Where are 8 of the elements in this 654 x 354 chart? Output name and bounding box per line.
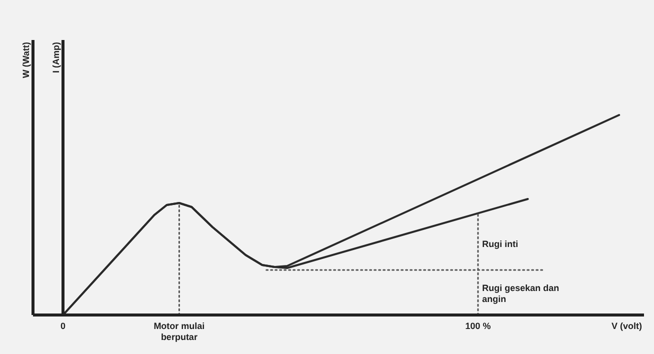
annotation: Rugi gesekan dan angin: [482, 283, 560, 304]
x-tick-label: Motor mulai berputar: [154, 321, 205, 342]
x-tick-label: 0: [60, 321, 66, 331]
x-axis-title: V (volt): [612, 321, 642, 331]
x-tick-label: 100 %: [465, 321, 491, 331]
annotation: Rugi inti: [482, 239, 518, 249]
y-axis-title: I (Amp): [51, 42, 61, 73]
text: W (Watt): [21, 42, 31, 78]
